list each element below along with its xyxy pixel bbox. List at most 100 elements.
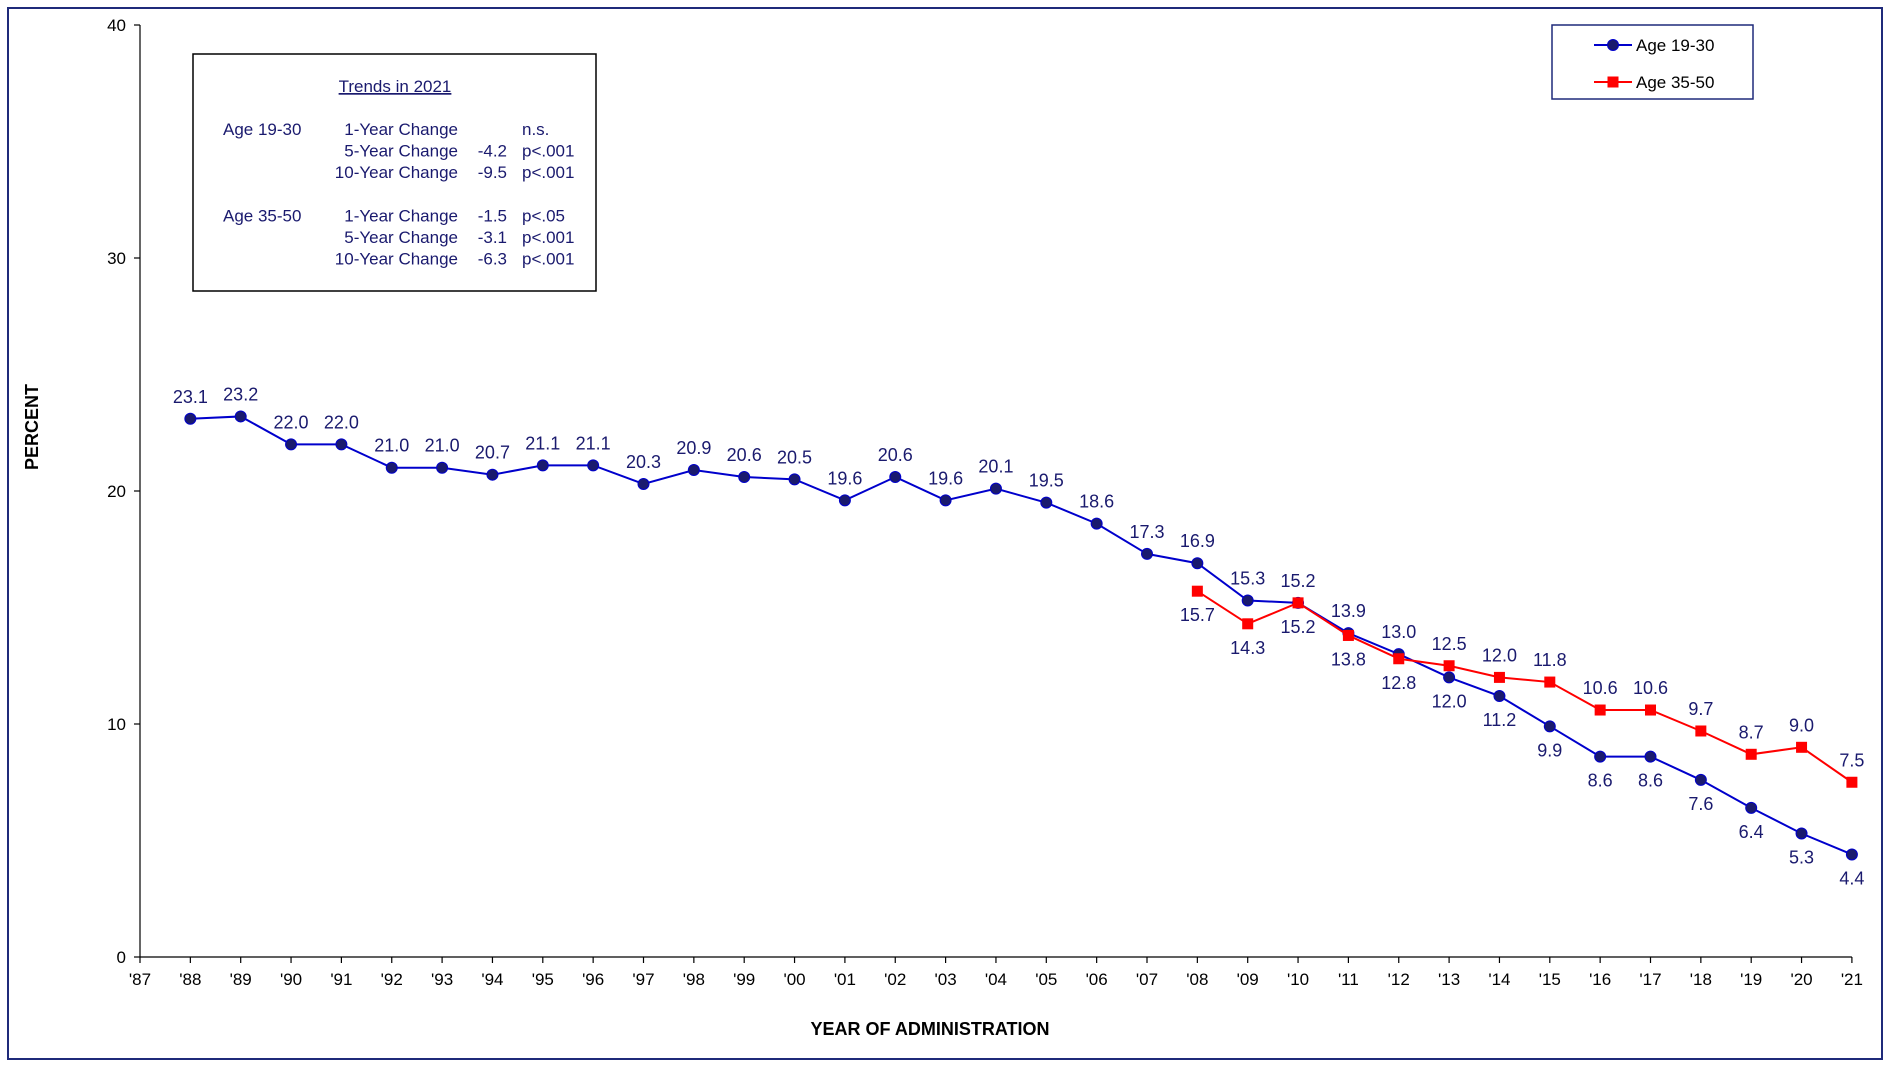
trends-significance: p<.001 (522, 250, 574, 269)
series-age-19-30-point (1091, 518, 1102, 529)
x-tick-label: '92 (381, 970, 403, 989)
x-tick-label: '99 (733, 970, 755, 989)
trends-change-value: -6.3 (478, 250, 507, 269)
x-tick-label: '00 (783, 970, 805, 989)
x-tick-label: '03 (935, 970, 957, 989)
series-age-35-50-data-label: 8.7 (1739, 722, 1764, 742)
y-tick-labels: 010203040 (107, 16, 126, 967)
x-tick-label: '89 (230, 970, 252, 989)
series-age-19-30-point (1142, 548, 1153, 559)
series-age-19-30-data-label: 5.3 (1789, 848, 1814, 868)
trends-change-label: 10-Year Change (335, 250, 458, 269)
series-age-35-50-point (1242, 618, 1253, 629)
x-tick-label: '93 (431, 970, 453, 989)
series-age-19-30-point (1645, 751, 1656, 762)
trends-significance: p<.05 (522, 207, 565, 226)
series-age-35-50-point (1645, 705, 1656, 716)
legend-age-35-50-marker (1608, 77, 1619, 88)
series-age-19-30-data-label: 9.9 (1537, 740, 1562, 760)
series-age-19-30-point (990, 483, 1001, 494)
x-tick-label: '09 (1237, 970, 1259, 989)
y-tick-label: 30 (107, 249, 126, 268)
series-age-19-30-data-label: 8.6 (1588, 771, 1613, 791)
x-tick-labels: '87 '88 '89 '90 '91 '92 '93 '94 '95 '96 '97 '98 '99 '… (129, 970, 1863, 989)
series-age-19-30-point (437, 462, 448, 473)
series-age-19-30-data-label: 20.6 (727, 445, 762, 465)
series-age-19-30-data-label: 15.3 (1230, 569, 1265, 589)
series-age-35-50-data-label: 15.2 (1281, 617, 1316, 637)
series-age-19-30-point (1846, 849, 1857, 860)
series-age-19-30-data-label: 18.6 (1079, 492, 1114, 512)
series-age-35-50-data-label: 10.6 (1583, 678, 1618, 698)
series-age-19-30-point (588, 460, 599, 471)
series-age-19-30-data-label: 20.5 (777, 447, 812, 467)
series-age-19-30-data-label: 13.9 (1331, 601, 1366, 621)
series-age-35-50-point (1544, 677, 1555, 688)
x-tick-label: '94 (481, 970, 503, 989)
series-age-19-30-data-label: 23.1 (173, 387, 208, 407)
x-tick-label: '98 (683, 970, 705, 989)
series-age-19-30-data-label: 7.6 (1688, 794, 1713, 814)
x-tick-label: '06 (1086, 970, 1108, 989)
series-age-19-30-data-label: 20.7 (475, 443, 510, 463)
series-age-35-50-point (1695, 725, 1706, 736)
series-age-19-30-point (487, 469, 498, 480)
x-tick-label: '15 (1539, 970, 1561, 989)
series-age-35-50-data-label: 9.7 (1688, 699, 1713, 719)
y-tick-label: 20 (107, 482, 126, 501)
x-tick-label: '01 (834, 970, 856, 989)
series-age-19-30-point (1494, 691, 1505, 702)
series-age-35-50-data-label: 11.8 (1533, 650, 1567, 670)
x-tick-label: '11 (1338, 970, 1359, 989)
x-tick-label: '90 (280, 970, 302, 989)
series-age-35-50-data-label: 10.6 (1633, 678, 1668, 698)
trends-change-value: -1.5 (478, 207, 507, 226)
series-age-19-30-point (185, 413, 196, 424)
data-labels: 23.1 23.222.0 22.021.0 21.0 20.7 21.1 21.120.3… (173, 384, 1865, 888)
series-age-19-30-point (890, 472, 901, 483)
series-age-19-30-data-label: 6.4 (1739, 822, 1764, 842)
trends-significance: p<.001 (522, 142, 574, 161)
series-age-19-30-point (688, 465, 699, 476)
series-age-35-50-point (1494, 672, 1505, 683)
series-age-19-30-data-label: 19.5 (1029, 471, 1064, 491)
series-age-19-30-point (1746, 802, 1757, 813)
series-age-35-50-point (1444, 660, 1455, 671)
series-age-19-30-point (386, 462, 397, 473)
series-age-19-30-point (1796, 828, 1807, 839)
series-age-19-30-data-label: 15.2 (1281, 571, 1316, 591)
x-tick-label: '07 (1136, 970, 1158, 989)
series-age-19-30-data-label: 21.0 (374, 436, 409, 456)
series-age-19-30-point (789, 474, 800, 485)
x-tick-label: '16 (1589, 970, 1611, 989)
legend: Age 19-30Age 35-50 (1552, 25, 1753, 99)
legend-age-19-30-marker (1608, 40, 1619, 51)
series-age-19-30-data-label: 20.6 (878, 445, 913, 465)
x-tick-label: '17 (1639, 970, 1661, 989)
trends-significance: n.s. (522, 120, 549, 139)
series-age-35-50-data-label: 12.8 (1381, 673, 1416, 693)
series-age-35-50-data-label: 9.0 (1789, 715, 1814, 735)
x-tick-label: '05 (1035, 970, 1057, 989)
trends-group-label: Age 35-50 (223, 207, 301, 226)
series-age-19-30-data-label: 16.9 (1180, 531, 1215, 551)
series-age-19-30-point (940, 495, 951, 506)
x-tick-label: '18 (1690, 970, 1712, 989)
series-age-35-50-point (1192, 586, 1203, 597)
series-age-19-30-data-label: 21.1 (576, 433, 611, 453)
series-age-19-30-data-label: 23.2 (223, 384, 258, 404)
series-age-19-30-point (1242, 595, 1253, 606)
series-age-19-30-data-label: 11.2 (1483, 710, 1517, 730)
trends-change-value: -3.1 (478, 228, 507, 247)
y-axis-title: PERCENT (22, 384, 42, 470)
trends-change-value: -9.5 (478, 163, 507, 182)
x-tick-label: '95 (532, 970, 554, 989)
series-age-19-30-point (1544, 721, 1555, 732)
trends-change-value: -4.2 (478, 142, 507, 161)
x-tick-label: '13 (1438, 970, 1460, 989)
trends-group-label: Age 19-30 (223, 120, 301, 139)
series-age-35-50-data-label: 7.5 (1839, 750, 1864, 770)
series-age-19-30-point (537, 460, 548, 471)
trends-change-label: 5-Year Change (344, 142, 458, 161)
